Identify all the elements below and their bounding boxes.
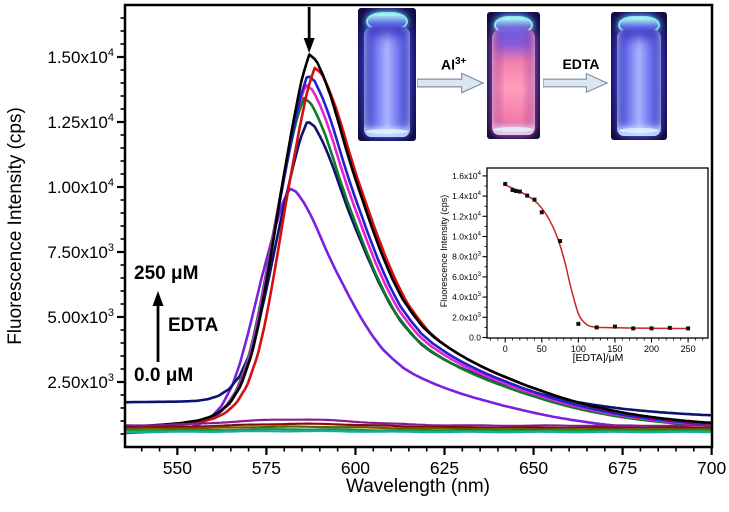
al3-reaction-arrow-icon — [417, 72, 485, 94]
axes: 550 575 600 625 650 675 700 2.50x103 5.00x103 7.5… — [47, 3, 727, 478]
vial-body-pink — [492, 30, 535, 136]
inset-data-point — [503, 181, 508, 186]
y-axis-title: Fluorescence Intensity (cps) — [5, 107, 26, 345]
annotation-arrows — [152, 7, 315, 362]
inset-data-point — [517, 189, 522, 194]
inset-chart: 0 50 100 150 200 250 0.0 2.0x103 4.0x103 6.0x103 8… — [452, 167, 709, 354]
inset-data-point — [686, 326, 691, 331]
inset-data-point — [667, 325, 672, 330]
inset-y-tick-label: 0.0 — [469, 333, 481, 343]
inset-data-point — [514, 189, 519, 194]
x-tick-label: 550 — [163, 458, 192, 478]
vial-body-blue — [363, 26, 411, 138]
x-tick-label: 650 — [519, 458, 548, 478]
y-tick-label: 2.50x103 — [47, 372, 114, 392]
annotation-reagent: EDTA — [168, 315, 219, 336]
y-tick-label: 7.50x103 — [47, 242, 114, 262]
inset-y-tick-label: 1.6x104 — [452, 171, 482, 181]
inset-data-point — [612, 324, 617, 329]
inset-x-tick-label: 50 — [537, 344, 547, 354]
inset-y-tick-label: 2.0x103 — [452, 312, 482, 322]
vial-photo-probe — [358, 8, 416, 141]
inset-y-tick-label: 1.4x104 — [452, 191, 482, 201]
y-tick-label: 1.25x104 — [47, 112, 114, 132]
inset-x-tick-label: 150 — [607, 344, 622, 354]
inset-data-point — [558, 239, 563, 244]
inset-x-tick-label: 0 — [503, 344, 508, 354]
x-axis-title: Wavelength (nm) — [346, 476, 490, 497]
inset-data-point — [532, 197, 537, 202]
inset-data-point — [649, 326, 654, 331]
spectrum-curve — [123, 53, 712, 428]
inset-x-tick-label: 250 — [681, 344, 696, 354]
y-tick-label: 1.50x104 — [47, 47, 114, 67]
spectra-curves — [123, 53, 712, 435]
inset-data-point — [576, 321, 581, 326]
annotation-low-concentration: 0.0 μM — [134, 365, 194, 386]
y-tick-label: 5.00x103 — [47, 307, 114, 327]
inset-x-axis-title: [EDTA]/μM — [572, 352, 624, 364]
vial — [492, 15, 535, 136]
inset-y-tick-label: 1.0x104 — [452, 232, 482, 242]
inset-x-tick-label: 200 — [644, 344, 659, 354]
inset-y-tick-label: 8.0x103 — [452, 252, 482, 262]
inset-x-tick-label: 100 — [571, 344, 586, 354]
inset-data-point — [631, 326, 636, 331]
al3-label-base: Al — [441, 56, 455, 73]
vial-base-glow — [366, 128, 408, 134]
inset-data-point — [525, 193, 530, 198]
x-tick-label: 700 — [697, 458, 726, 478]
edta-arrow-label: EDTA — [562, 56, 600, 72]
x-tick-label: 625 — [430, 458, 459, 478]
x-tick-label: 600 — [341, 458, 370, 478]
vial — [363, 11, 411, 138]
inset-y-tick-label: 4.0x103 — [452, 292, 482, 302]
vial-body-blue — [616, 30, 662, 137]
spectrum-curve — [123, 422, 712, 430]
x-tick-label: 575 — [252, 458, 281, 478]
x-tick-label: 675 — [608, 458, 637, 478]
spectrum-curve — [123, 429, 712, 434]
annotation-high-concentration: 250 μM — [134, 263, 199, 284]
edta-reaction-arrow-icon — [543, 72, 609, 94]
inset-data-point — [539, 210, 544, 215]
inset-y-axis-title: Fluorescence Intensity (cps) — [439, 194, 449, 308]
vial-base-glow — [494, 127, 533, 133]
inset-y-tick-label: 6.0x103 — [452, 272, 482, 282]
al3-arrow-label: Al3+ — [441, 56, 466, 73]
vial-photo-probe-al-edta — [611, 12, 667, 140]
vial-photo-probe-al — [487, 12, 540, 139]
spectrum-curve — [123, 425, 712, 431]
y-tick-label: 1.00x104 — [47, 177, 114, 197]
al3-label-superscript: 3+ — [455, 56, 467, 67]
inset-data-point — [510, 188, 515, 193]
vial — [616, 15, 662, 137]
inset-y-tick-label: 1.2x104 — [452, 211, 482, 221]
peak-arrowhead-icon — [303, 38, 315, 53]
spectrum-curve — [123, 418, 712, 427]
vial-base-glow — [618, 128, 660, 134]
edta-direction-arrowhead-icon — [152, 291, 164, 306]
inset-data-point — [594, 325, 599, 330]
